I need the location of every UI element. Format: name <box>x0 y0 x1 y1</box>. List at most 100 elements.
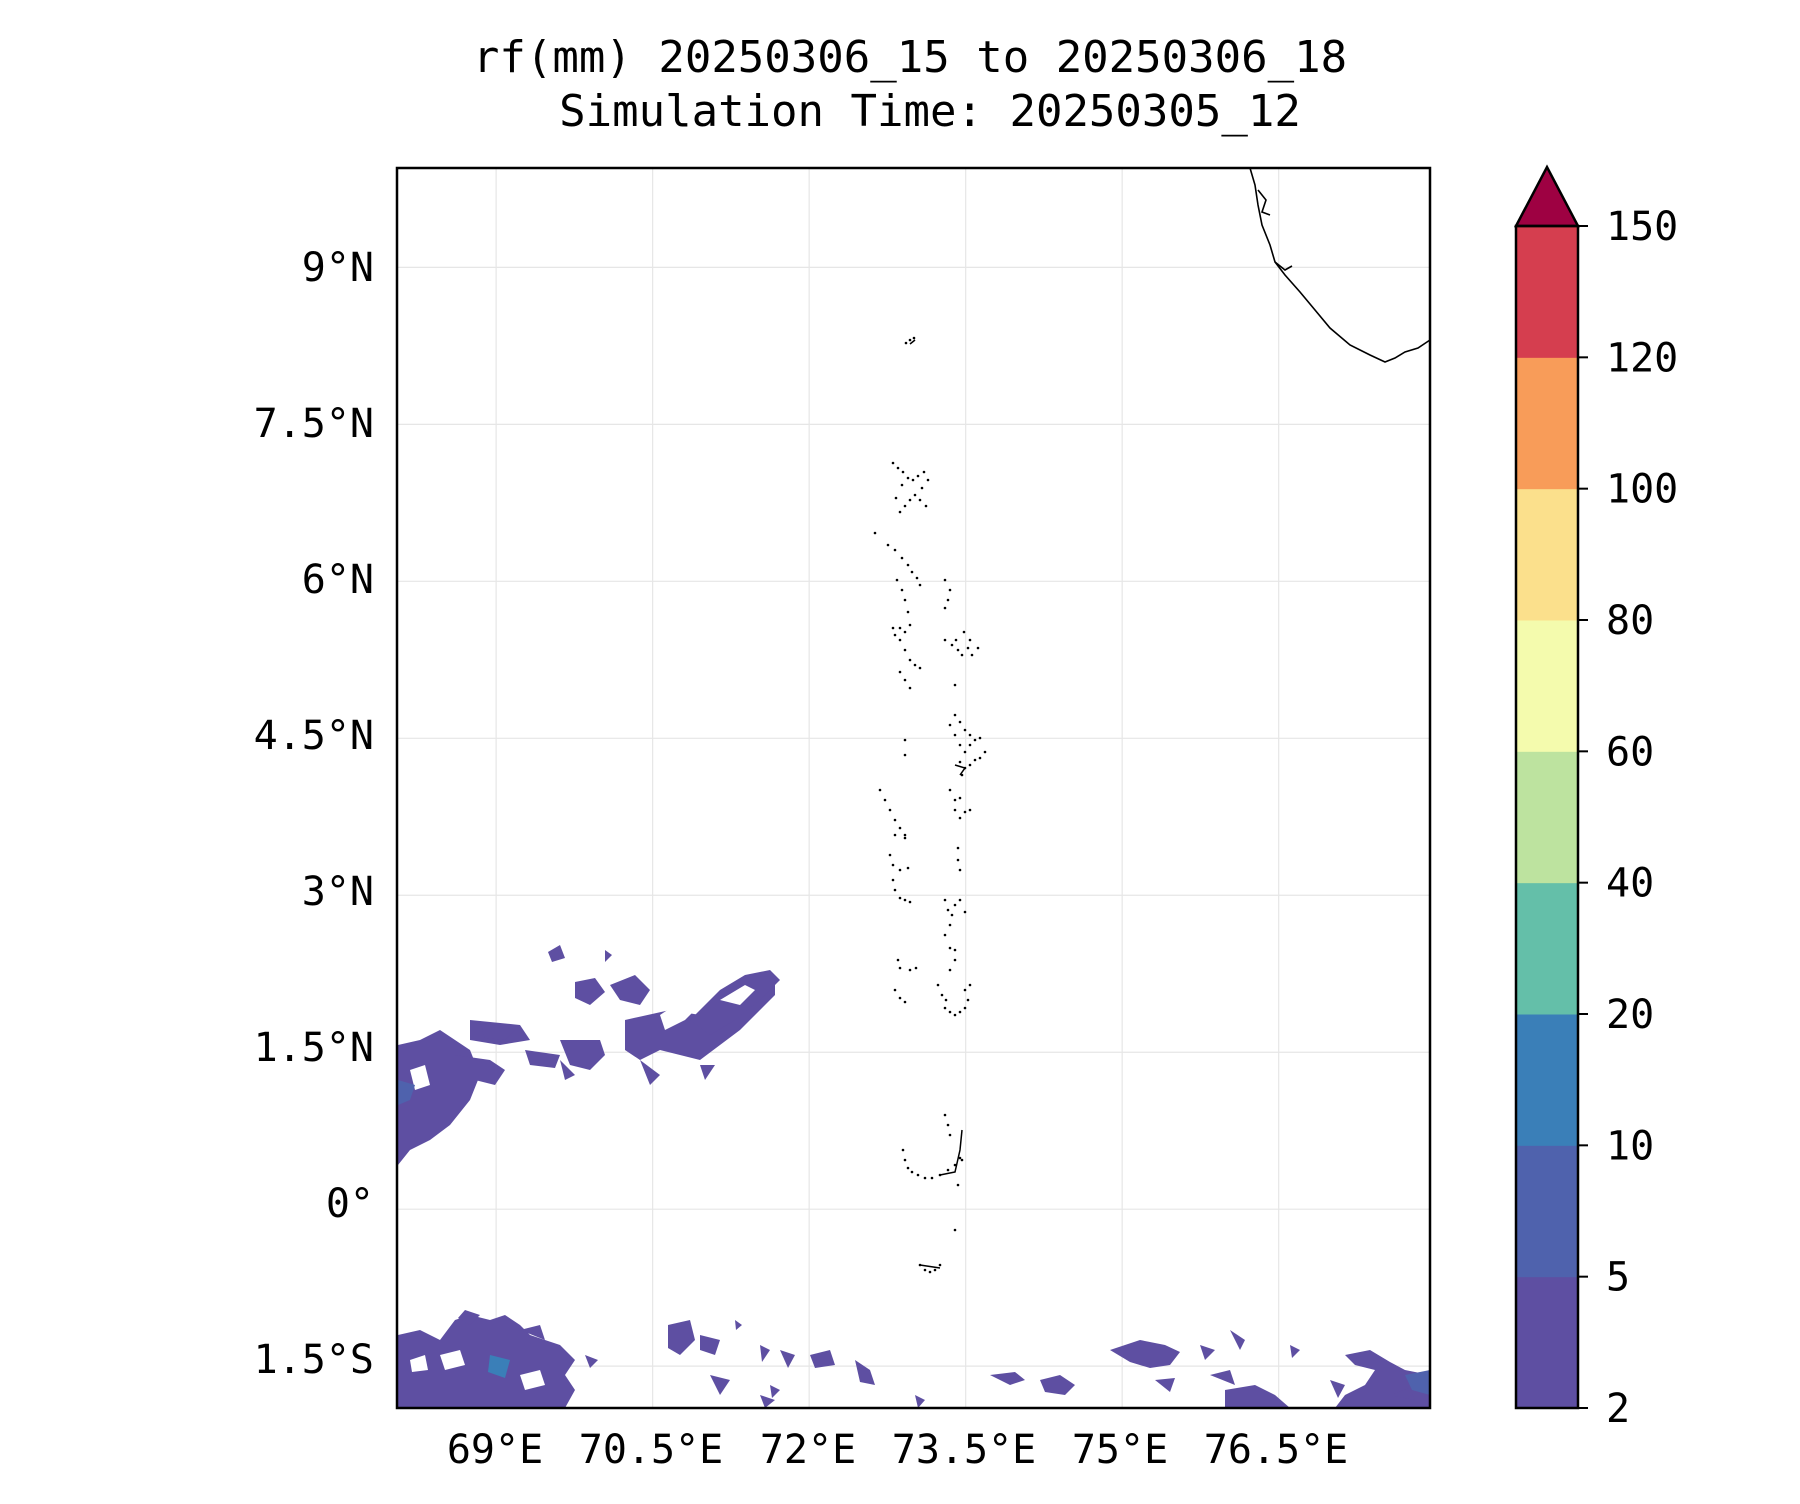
island-dot <box>918 666 922 670</box>
island-dot <box>916 474 920 478</box>
figure-title-line2: Simulation Time: 20250305_12 <box>559 86 1301 137</box>
island-dot <box>958 1010 962 1014</box>
lon-label: 76.5°E <box>1204 1427 1349 1473</box>
island-dot <box>908 968 912 972</box>
island-dot <box>906 476 910 480</box>
island-dot <box>903 738 907 742</box>
island-dot <box>903 836 907 840</box>
island-dot <box>924 504 928 508</box>
island-dot <box>963 750 967 754</box>
island-dot <box>898 996 902 1000</box>
island-dot <box>963 728 967 732</box>
island-dot <box>906 866 910 870</box>
island-dot <box>938 1263 942 1267</box>
colorbar-frame <box>1514 224 1580 1410</box>
island-dot <box>895 578 899 582</box>
island-dot <box>898 670 902 674</box>
lon-label: 69°E <box>447 1427 543 1473</box>
rain-region-northwest-band-inner <box>410 985 755 1090</box>
island-dot <box>943 1113 947 1117</box>
island-dot <box>978 756 982 760</box>
lat-label: 7.5°N <box>254 401 374 447</box>
colorbar-box <box>1516 882 1578 1015</box>
island-dot <box>898 638 902 642</box>
island-dot <box>901 1148 905 1152</box>
map-background <box>397 168 1430 1408</box>
island-dot <box>930 1176 934 1180</box>
island-dot <box>888 853 892 857</box>
lon-label: 75°E <box>1072 1427 1168 1473</box>
island-dot <box>976 646 980 650</box>
island-dot <box>903 898 907 902</box>
island-dot <box>898 826 902 830</box>
island-dot <box>953 1013 957 1017</box>
island-dot <box>903 753 907 757</box>
island-dot <box>894 496 898 500</box>
island-dot <box>904 341 908 345</box>
island-dot <box>966 998 970 1002</box>
island-dot <box>903 678 907 682</box>
island-dot <box>893 818 897 822</box>
island-dot <box>953 903 957 907</box>
atoll-outline <box>909 339 916 345</box>
island-dot <box>956 648 960 652</box>
island-dot <box>963 810 967 814</box>
island-dot <box>891 878 895 882</box>
island-dot <box>953 683 957 687</box>
island-dot <box>953 958 957 962</box>
colorbar-box <box>1516 1014 1578 1146</box>
island-dot <box>943 578 947 582</box>
island-dot <box>948 723 952 727</box>
island-dot <box>893 833 897 837</box>
colorbar-boxes <box>1516 226 1578 1409</box>
island-dot <box>940 993 944 997</box>
island-dot <box>913 663 917 667</box>
island-dot <box>963 988 967 992</box>
island-dot <box>910 1170 914 1174</box>
colorbar-box <box>1516 1276 1578 1409</box>
island-dot <box>943 933 947 937</box>
colorbar-label: 60 <box>1606 729 1654 775</box>
island-dot <box>903 1158 907 1162</box>
island-dot <box>944 998 948 1002</box>
island-dot <box>958 796 962 800</box>
island-dot <box>896 466 900 470</box>
island-dot <box>953 733 957 737</box>
island-dot <box>958 760 962 764</box>
island-dot <box>893 988 897 992</box>
island-dot <box>956 846 960 850</box>
figure-title-line1: rf(mm) 20250306_15 to 20250306_18 <box>473 32 1347 83</box>
lat-label: 1.5°N <box>254 1025 374 1071</box>
island-dot <box>886 543 890 547</box>
lat-label: 1.5°S <box>254 1337 374 1383</box>
island-dot <box>903 630 907 634</box>
island-dot <box>893 548 897 552</box>
colorbar-box <box>1516 357 1578 490</box>
island-dot <box>915 576 919 580</box>
island-dot <box>983 750 987 754</box>
island-dot <box>911 478 915 482</box>
island-dot <box>913 493 917 497</box>
island-dot <box>973 758 977 762</box>
island-dot <box>960 653 964 657</box>
island-dot <box>908 338 912 342</box>
lon-label: 73.5°E <box>892 1427 1037 1473</box>
island-dot <box>898 868 902 872</box>
island-dot <box>893 888 897 892</box>
island-dot <box>948 1010 952 1014</box>
island-dot <box>953 1228 957 1232</box>
island-dot <box>943 898 947 902</box>
lon-label: 72°E <box>760 1427 856 1473</box>
island-dot <box>910 570 914 574</box>
latitude-labels: 9°N 7.5°N 6°N 4.5°N 3°N 1.5°N 0° 1.5°S <box>254 245 374 1383</box>
island-dot <box>901 470 905 474</box>
island-dot <box>928 1270 932 1274</box>
coastline-india <box>1249 167 1431 363</box>
lat-label: 6°N <box>302 557 374 603</box>
island-dot <box>918 583 922 587</box>
island-dot <box>914 966 918 970</box>
island-dot <box>963 910 967 914</box>
island-dot <box>956 1183 960 1187</box>
island-dot <box>903 1000 907 1004</box>
